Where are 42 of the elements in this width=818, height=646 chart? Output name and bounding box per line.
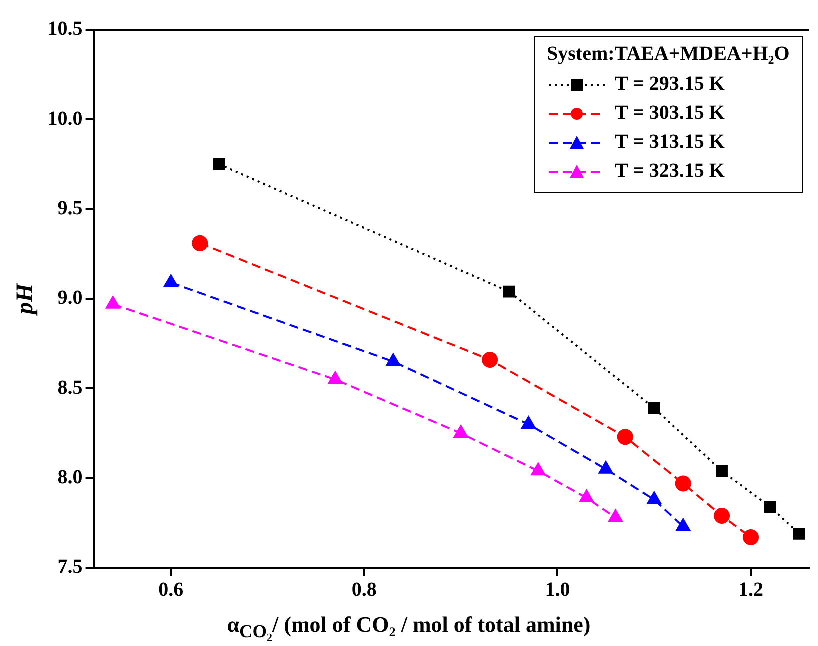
point: [647, 492, 662, 504]
point: [676, 518, 690, 532]
y-tick-label: 7.5: [58, 556, 83, 578]
legend-label: T = 293.15 K: [615, 73, 725, 96]
x-tick-label: 1.2: [738, 579, 764, 602]
legend-label: T = 323.15 K: [615, 160, 725, 183]
point: [617, 429, 634, 446]
point: [580, 490, 594, 503]
point: [192, 235, 208, 252]
x-tick-label: 1.0: [545, 579, 570, 602]
point: [531, 463, 546, 476]
point: [328, 372, 342, 384]
y-tick-label: 9.5: [58, 198, 83, 220]
x-tick-label: 0.6: [158, 579, 184, 602]
x-axis-title: α$_{CO₂}$/ (mol of CO₂ / mol of total amine): [226, 612, 592, 642]
legend-label: T = 303.15 K: [615, 102, 725, 125]
y-tick-label: 10.0: [48, 108, 83, 130]
y-tick-label: 8.0: [58, 466, 83, 489]
point: [386, 354, 400, 366]
point: [793, 528, 806, 540]
legend-label: T = 313.15 K: [615, 131, 725, 154]
point: [675, 476, 692, 492]
x-tick-label: 0.8: [352, 579, 377, 602]
y-tick-label: 10.5: [48, 18, 83, 40]
y-axis-title: pH: [12, 282, 39, 316]
point: [608, 510, 623, 522]
point: [714, 508, 730, 524]
point: [503, 286, 516, 298]
y-tick-label: 8.5: [58, 376, 83, 399]
point: [764, 501, 776, 513]
point: [482, 352, 498, 368]
y-tick-label: 9.0: [58, 287, 83, 310]
point: [522, 416, 536, 430]
point: [164, 274, 178, 288]
point: [743, 530, 760, 546]
point: [648, 402, 660, 414]
point: [106, 296, 120, 309]
legend-title: System:TAEA+MDEA+H₂O: [547, 43, 790, 66]
point: [598, 461, 614, 474]
point: [716, 465, 728, 478]
point: [454, 426, 468, 438]
point: [213, 158, 226, 170]
